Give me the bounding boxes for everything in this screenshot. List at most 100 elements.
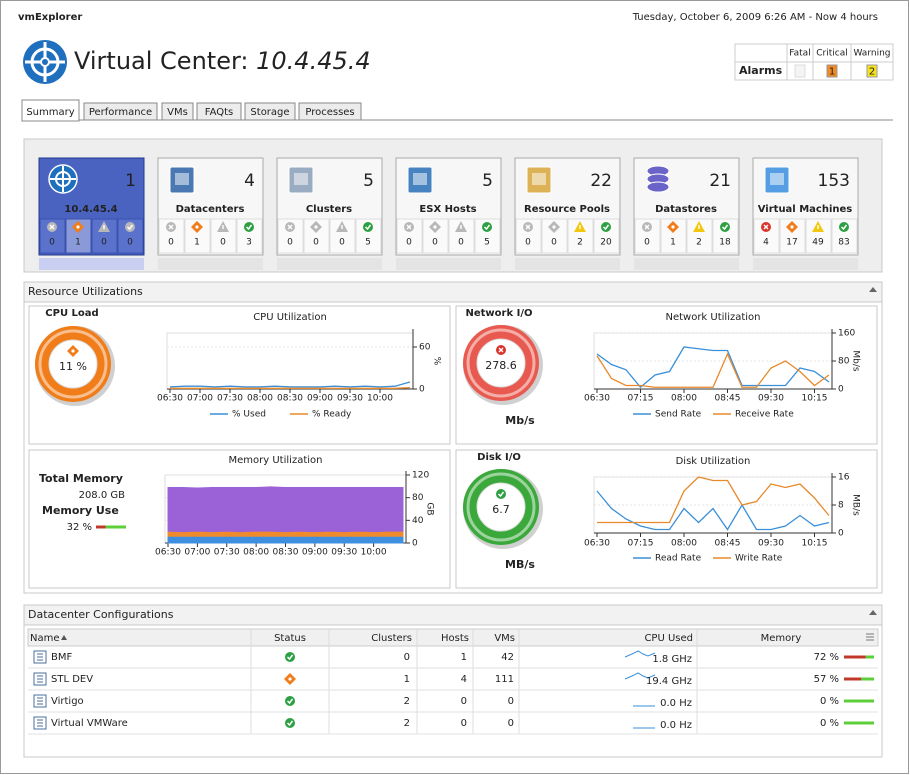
legend-label: % Ready — [312, 410, 352, 420]
tab-label[interactable]: FAQts — [205, 107, 234, 118]
legend-label: Write Rate — [735, 554, 783, 564]
cell-hosts: 1 — [461, 652, 467, 663]
tab-label[interactable]: Processes — [305, 107, 354, 118]
column-header[interactable]: VMs — [494, 633, 515, 644]
x-tick-label: 09:30 — [758, 539, 784, 549]
icon-shape — [413, 173, 427, 185]
tab[interactable] — [21, 99, 80, 122]
cell-name: Virtigo — [51, 696, 84, 707]
x-tick-label: 06:30 — [584, 539, 610, 549]
state-count: 5 — [484, 238, 490, 248]
cell-vms: 111 — [495, 674, 514, 685]
status-icon — [693, 221, 705, 232]
legend-label: Receive Rate — [735, 410, 794, 420]
state-count: 0 — [168, 238, 174, 248]
tab-label[interactable]: VMs — [167, 107, 188, 118]
icon-glyph — [406, 224, 412, 230]
title-host: 10.4.45.4 — [256, 47, 371, 75]
x-tick-label: 07:30 — [217, 394, 243, 404]
line — [596, 346, 830, 389]
cell-hosts: 0 — [461, 696, 467, 707]
icon-shape — [175, 173, 189, 185]
table-header — [27, 628, 879, 647]
x-tick-label: 09:30 — [337, 394, 363, 404]
state-count: 2 — [577, 238, 583, 248]
line — [596, 352, 830, 388]
memory-total: 208.0 GB — [79, 490, 126, 501]
tab[interactable] — [298, 102, 362, 121]
alarms-label: Alarms — [739, 64, 783, 77]
state-count: 0 — [432, 238, 438, 248]
y-tick-label: 60 — [419, 343, 431, 353]
tile-icon — [288, 166, 314, 194]
chart-title: Network Utilization — [665, 312, 760, 323]
icon-glyph — [126, 224, 134, 231]
cell-vms: 0 — [508, 718, 514, 729]
plot-area — [166, 332, 414, 390]
state-count: 2 — [696, 238, 702, 248]
cell-hosts: 4 — [461, 674, 467, 685]
y-tick-label: 0 — [412, 539, 418, 549]
tab-label[interactable]: Storage — [250, 107, 289, 118]
tab-label[interactable]: Summary — [26, 107, 74, 118]
area — [167, 486, 404, 533]
icon-glyph — [49, 224, 55, 230]
tab[interactable] — [161, 102, 194, 121]
x-tick-label: 08:45 — [715, 539, 741, 549]
x-tick-label: 06:30 — [157, 394, 183, 404]
gauge-label: Disk I/O — [477, 452, 521, 463]
column-header[interactable]: Clusters — [371, 633, 412, 644]
tab[interactable] — [196, 102, 242, 121]
column-header[interactable]: CPU Used — [644, 633, 693, 644]
tab[interactable] — [83, 102, 158, 121]
column-header[interactable]: Hosts — [441, 633, 469, 644]
status-icon — [72, 221, 84, 233]
column-header[interactable]: Name — [30, 633, 60, 644]
status-icon — [548, 221, 560, 233]
y-unit: % — [432, 357, 442, 366]
chart-title: CPU Utilization — [253, 312, 327, 323]
column-header[interactable]: Status — [274, 633, 306, 644]
status-icon — [166, 222, 176, 232]
x-tick-label: 08:00 — [243, 548, 269, 558]
y-tick-label: 8 — [838, 501, 844, 511]
legend-label: % Used — [232, 410, 266, 420]
state-cell — [422, 218, 449, 254]
collapse-button[interactable] — [869, 287, 877, 292]
tile-count: 1 — [125, 171, 136, 191]
timestamp[interactable]: Tuesday, October 6, 2009 6:26 AM - Now 4… — [632, 12, 878, 23]
icon-shape — [601, 222, 611, 232]
row-icon — [37, 719, 43, 727]
state-count: 5 — [365, 238, 371, 248]
gauge-value: 278.6 — [485, 359, 517, 372]
bar — [96, 525, 106, 529]
cell-memory: 57 % — [814, 674, 839, 685]
line — [169, 381, 411, 388]
y-unit: Mb/s — [851, 350, 861, 372]
status-icon — [336, 221, 348, 232]
tile-label: Virtual Machines — [758, 204, 853, 215]
bar — [844, 655, 866, 659]
tab[interactable] — [244, 102, 296, 121]
cell-clusters: 1 — [404, 674, 410, 685]
status-icon — [496, 345, 506, 355]
column-header[interactable]: Memory — [761, 633, 802, 644]
cell-cpu: 1.8 GHz — [652, 654, 692, 665]
x-tick-label: 09:00 — [307, 394, 333, 404]
tile-icon — [48, 164, 78, 194]
alarm-badge — [826, 64, 838, 78]
state-count: 17 — [786, 238, 797, 248]
cell-clusters: 2 — [404, 718, 410, 729]
tab-label[interactable]: Performance — [89, 107, 152, 118]
status-icon — [404, 222, 414, 232]
status-icon — [285, 652, 295, 662]
state-count: 0 — [551, 238, 557, 248]
icon-shape — [244, 222, 254, 232]
tile-icon — [764, 166, 790, 194]
icon-shape — [482, 222, 492, 232]
table-panel-header — [23, 604, 883, 626]
tile-count: 4 — [244, 171, 255, 191]
gauge-ring-hi — [466, 472, 536, 542]
collapse-button[interactable] — [869, 610, 877, 615]
line — [170, 386, 411, 389]
